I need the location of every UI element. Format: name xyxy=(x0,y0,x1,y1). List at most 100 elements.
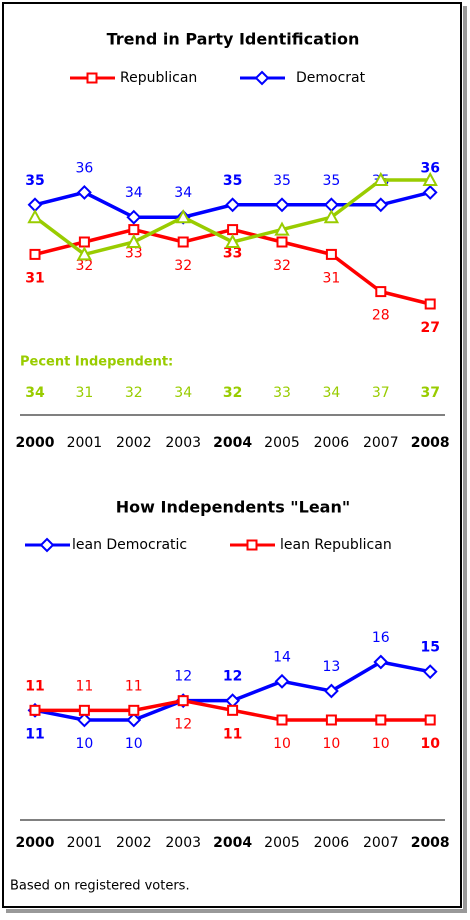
x-tick-label: 2000 xyxy=(16,835,55,851)
chart-title: How Independents "Lean" xyxy=(116,498,350,517)
x-tick-label: 2006 xyxy=(314,435,350,451)
value-label: 37 xyxy=(372,385,390,401)
frame xyxy=(2,2,462,908)
shadow xyxy=(6,909,467,913)
marker xyxy=(375,286,387,298)
marker xyxy=(325,248,337,260)
marker xyxy=(76,184,92,200)
marker xyxy=(175,209,191,224)
value-label: 10 xyxy=(322,736,340,752)
value-label: 32 xyxy=(273,258,291,274)
value-label: 32 xyxy=(223,385,242,401)
value-label: 10 xyxy=(273,736,291,752)
value-label: 35 xyxy=(223,173,242,189)
marker xyxy=(126,233,142,248)
marker xyxy=(39,537,55,553)
marker xyxy=(27,209,43,224)
marker xyxy=(424,298,436,310)
marker xyxy=(246,539,258,551)
shadow xyxy=(463,6,467,910)
value-label: 31 xyxy=(25,270,44,286)
value-label: 32 xyxy=(174,258,192,274)
marker xyxy=(177,695,189,707)
series-heading: Pecent Independent: xyxy=(20,355,173,370)
marker xyxy=(274,673,290,689)
value-label: 10 xyxy=(420,736,440,752)
value-label: 10 xyxy=(372,736,390,752)
x-tick-label: 2001 xyxy=(67,835,103,851)
marker xyxy=(323,683,339,699)
x-tick-label: 2006 xyxy=(314,835,350,851)
value-label: 11 xyxy=(223,726,242,742)
value-label: 34 xyxy=(125,185,143,201)
value-label: 12 xyxy=(223,669,242,685)
value-label: 31 xyxy=(75,385,93,401)
value-label: 34 xyxy=(174,185,192,201)
value-label: 33 xyxy=(223,246,242,262)
marker xyxy=(325,714,337,726)
value-label: 16 xyxy=(372,630,390,646)
marker xyxy=(323,209,340,224)
marker xyxy=(227,704,239,716)
marker xyxy=(126,712,142,728)
value-label: 34 xyxy=(25,385,45,401)
marker xyxy=(128,704,140,716)
value-label: 13 xyxy=(322,659,340,675)
value-label: 36 xyxy=(75,160,93,176)
marker xyxy=(424,714,436,726)
value-label: 33 xyxy=(125,246,143,262)
marker xyxy=(126,209,142,225)
marker xyxy=(29,704,41,716)
x-tick-label: 2001 xyxy=(67,435,103,451)
value-label: 35 xyxy=(273,173,291,189)
x-tick-label: 2004 xyxy=(213,435,252,451)
x-tick-label: 2000 xyxy=(16,435,55,451)
value-label: 12 xyxy=(174,717,192,733)
value-label: 11 xyxy=(25,678,44,694)
x-tick-label: 2007 xyxy=(363,435,399,451)
value-label: 35 xyxy=(25,173,44,189)
marker xyxy=(128,224,140,236)
x-tick-label: 2002 xyxy=(116,435,152,451)
marker xyxy=(227,224,239,236)
legend-label: Republican xyxy=(120,70,197,86)
value-label: 15 xyxy=(420,640,439,656)
value-label: 10 xyxy=(75,736,93,752)
marker xyxy=(225,197,241,213)
value-label: 11 xyxy=(75,678,93,694)
value-label: 11 xyxy=(25,726,44,742)
value-label: 32 xyxy=(125,385,143,401)
value-label: 28 xyxy=(372,308,390,324)
value-label: 33 xyxy=(273,385,291,401)
value-label: 31 xyxy=(322,270,340,286)
value-label: 27 xyxy=(420,320,439,336)
marker xyxy=(76,246,93,261)
marker xyxy=(78,704,90,716)
x-tick-label: 2005 xyxy=(264,835,300,851)
marker xyxy=(76,712,92,728)
marker xyxy=(224,233,241,248)
value-label: 34 xyxy=(322,385,340,401)
x-tick-label: 2003 xyxy=(165,835,201,851)
value-label: 10 xyxy=(125,736,143,752)
x-tick-label: 2004 xyxy=(213,835,252,851)
marker xyxy=(373,171,389,186)
x-tick-label: 2003 xyxy=(165,435,201,451)
x-tick-label: 2008 xyxy=(411,435,450,451)
marker xyxy=(29,248,41,260)
marker xyxy=(78,236,90,248)
marker xyxy=(422,184,438,200)
marker xyxy=(86,72,98,84)
marker xyxy=(177,236,189,248)
legend-label: lean Republican xyxy=(280,537,392,553)
value-label: 11 xyxy=(125,678,143,694)
marker xyxy=(422,664,438,680)
x-tick-label: 2002 xyxy=(116,835,152,851)
x-tick-label: 2005 xyxy=(264,435,300,451)
legend-label: Democrat xyxy=(296,70,366,86)
marker xyxy=(373,197,389,213)
marker xyxy=(422,171,438,186)
footer: Based on registered voters. xyxy=(10,879,190,894)
marker xyxy=(276,714,288,726)
value-label: 34 xyxy=(174,385,192,401)
